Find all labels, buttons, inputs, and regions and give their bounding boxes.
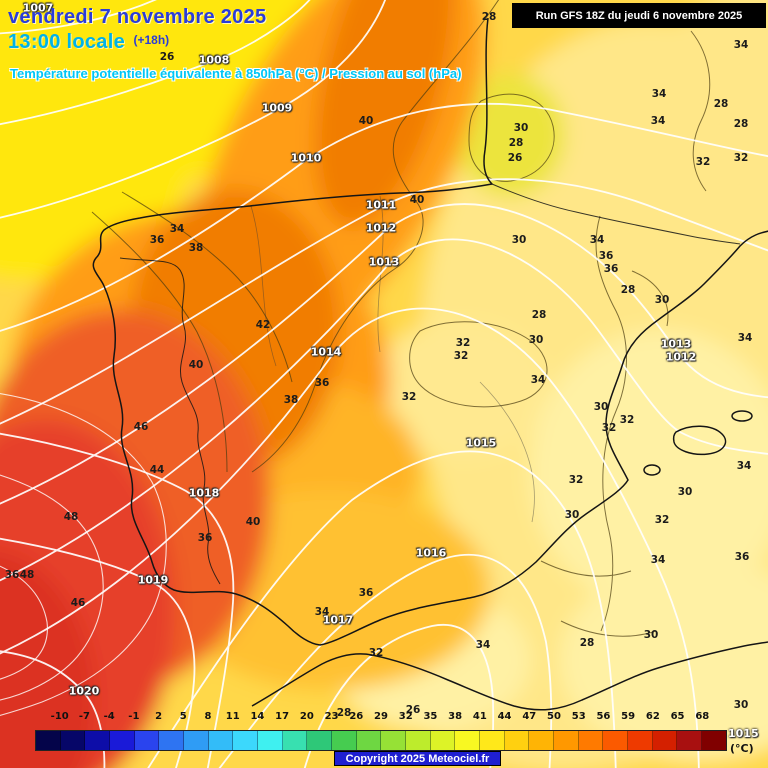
colorbar-tick: 50 <box>547 711 561 722</box>
colorbar-cell <box>85 731 111 750</box>
colorbar-cell <box>332 731 357 750</box>
colorbar-tick: 14 <box>250 711 265 722</box>
colorbar-tick: 29 <box>374 711 388 722</box>
colorbar-cell <box>652 731 678 750</box>
forecast-time: 13:00 locale <box>8 31 126 53</box>
colorbar <box>35 730 727 751</box>
colorbar-cell <box>578 731 604 750</box>
colorbar-cell <box>504 731 530 750</box>
colorbar-cell <box>603 731 629 750</box>
colorbar-cell <box>36 731 61 750</box>
colorbar-tick: 5 <box>179 711 187 722</box>
colorbar-tick: 20 <box>299 711 314 722</box>
colorbar-cell <box>60 731 86 750</box>
colorbar-cell <box>430 731 456 750</box>
colorbar-tick: 59 <box>621 711 636 722</box>
colorbar-tick: 38 <box>448 711 463 722</box>
colorbar-tick: 2 <box>155 711 163 722</box>
run-info-box: Run GFS 18Z du jeudi 6 novembre 2025 <box>512 3 766 28</box>
colorbar-tick: 35 <box>423 711 438 722</box>
colorbar-tick: 53 <box>571 711 586 722</box>
colorbar-unit-label: (°C) <box>730 742 754 755</box>
colorbar-tick: 47 <box>522 711 537 722</box>
colorbar-cell <box>356 731 382 750</box>
colorbar-tick: 65 <box>670 711 685 722</box>
colorbar-tick: 11 <box>225 711 240 722</box>
colorbar-cell <box>628 731 653 750</box>
colorbar-cell <box>406 731 431 750</box>
colorbar-cell <box>554 731 579 750</box>
colorbar-cell <box>233 731 259 750</box>
colorbar-tick: 44 <box>497 711 512 722</box>
colorbar-cell <box>702 731 726 750</box>
colorbar-cell <box>307 731 333 750</box>
colorbar-tick: -7 <box>78 711 90 722</box>
colorbar-cell <box>258 731 283 750</box>
colorbar-cell <box>455 731 481 750</box>
forecast-time-line: 13:00 locale (+18h) <box>8 31 169 54</box>
forecast-date: vendredi 7 novembre 2025 <box>8 6 267 28</box>
colorbar-tick: -10 <box>50 711 69 722</box>
colorbar-tick-row: -10 -7 -4 -1 2 5 8 11 14 17 20 23 26 29 32 35 38 41 44 47 50… <box>35 711 727 725</box>
colorbar-tick: 26 <box>349 711 364 722</box>
theta-e-contours <box>91 0 711 637</box>
colorbar-tick: 32 <box>398 711 413 722</box>
theta-e-contours-light <box>0 393 167 716</box>
colorbar-tick: 8 <box>204 711 212 722</box>
colorbar-cell <box>208 731 234 750</box>
colorbar-tick: 62 <box>645 711 660 722</box>
colorbar-cell <box>110 731 135 750</box>
colorbar-cell <box>677 731 703 750</box>
coastlines <box>92 17 768 711</box>
colorbar-tick: 17 <box>275 711 290 722</box>
colorbar-cell <box>134 731 160 750</box>
forecast-offset: (+18h) <box>133 33 170 47</box>
colorbar-cell <box>529 731 555 750</box>
country-borders <box>119 183 741 585</box>
colorbar-cell <box>159 731 185 750</box>
map-title: Température potentielle équivalente à 85… <box>10 66 462 81</box>
colorbar-tick: -4 <box>103 711 115 722</box>
colorbar-tick: 23 <box>324 711 339 722</box>
colorbar-tick: 56 <box>596 711 611 722</box>
copyright-badge[interactable]: Copyright 2025 Meteociel.fr <box>334 751 501 766</box>
colorbar-cell <box>381 731 407 750</box>
colorbar-cell <box>282 731 308 750</box>
colorbar-cell <box>184 731 209 750</box>
colorbar-tick: 68 <box>695 711 710 722</box>
corner-pressure-label: 1015 <box>728 727 759 740</box>
colorbar-tick: -1 <box>128 711 140 722</box>
colorbar-cell <box>480 731 505 750</box>
colorbar-tick: 41 <box>472 711 487 722</box>
